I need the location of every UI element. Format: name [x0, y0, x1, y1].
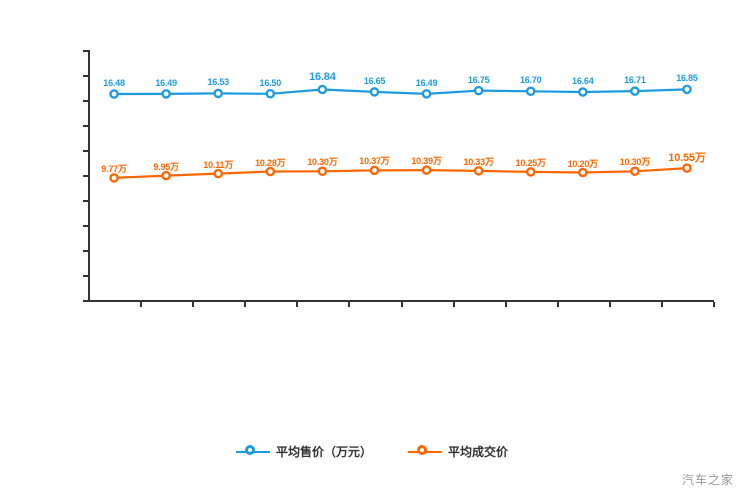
- data-point-label: 10.30万: [619, 157, 651, 168]
- data-point-marker[interactable]: [317, 166, 328, 177]
- data-point-marker[interactable]: [473, 166, 484, 176]
- data-point-label: 10.11万: [203, 159, 234, 170]
- data-point-marker[interactable]: [161, 170, 171, 181]
- data-point-label: 16.49: [155, 77, 177, 88]
- data-point-marker[interactable]: [213, 88, 224, 99]
- data-point-marker[interactable]: [265, 88, 276, 99]
- data-point-label: 16.75: [467, 74, 490, 85]
- x-axis-tick: [660, 302, 663, 307]
- data-point-marker[interactable]: [265, 166, 276, 177]
- x-axis-tick: [556, 302, 559, 307]
- data-point-marker[interactable]: [161, 89, 171, 99]
- x-axis-tick: [296, 302, 299, 307]
- data-point-marker[interactable]: [317, 84, 328, 95]
- data-point-label: 10.39万: [411, 156, 442, 167]
- data-point-marker[interactable]: [421, 89, 432, 99]
- series-line-orange: [112, 167, 689, 179]
- x-axis-tick: [504, 302, 507, 307]
- y-axis-tick: [83, 250, 88, 252]
- y-axis-tick: [83, 50, 88, 52]
- data-point-marker[interactable]: [525, 167, 536, 177]
- y-axis-tick: [83, 225, 88, 227]
- data-point-label: 16.70: [519, 75, 542, 86]
- legend-label-average-price: 平均售价（万元）: [275, 445, 372, 459]
- y-axis-tick: [83, 100, 88, 102]
- x-axis-tick: [713, 302, 715, 307]
- legend-label-average-deal-price: 平均成交价: [448, 445, 509, 459]
- legend-item-average-price[interactable]: 平均售价（万元）: [235, 443, 372, 460]
- circle-marker-icon: [235, 444, 270, 460]
- y-axis-tick: [83, 75, 88, 77]
- data-point-label: 16.48: [103, 78, 125, 88]
- data-point-marker[interactable]: [109, 173, 119, 183]
- data-point-label: 16.65: [363, 75, 386, 86]
- data-point-label: 10.33万: [463, 156, 494, 167]
- data-point-label: 10.25万: [515, 157, 547, 168]
- series-line-blue: [112, 88, 689, 96]
- data-point-label: 9.77万: [101, 163, 127, 174]
- data-point-label: 16.50: [259, 77, 282, 88]
- data-point-label: 16.71: [624, 75, 646, 86]
- y-axis-tick: [83, 275, 88, 277]
- x-axis-tick: [348, 302, 351, 307]
- data-point-marker[interactable]: [577, 167, 588, 178]
- data-point-marker[interactable]: [369, 165, 380, 176]
- series-markers-blue: [109, 84, 692, 99]
- watermark: 汽车之家: [681, 473, 734, 487]
- data-point-label: 10.55万: [668, 152, 706, 165]
- data-point-marker[interactable]: [421, 165, 432, 175]
- data-point-label: 16.84: [309, 70, 336, 83]
- data-point-label: 10.20万: [567, 158, 599, 169]
- x-axis-tick: [244, 302, 247, 307]
- data-point-marker[interactable]: [630, 166, 640, 177]
- legend-item-average-deal-price[interactable]: 平均成交价: [408, 443, 508, 460]
- data-point-marker[interactable]: [682, 163, 692, 173]
- data-point-label: 10.28万: [255, 157, 286, 168]
- x-axis-tick: [140, 302, 143, 307]
- y-axis-tick: [83, 300, 88, 302]
- data-point-marker[interactable]: [213, 168, 224, 179]
- y-axis-tick: [83, 175, 88, 177]
- data-point-label: 16.85: [676, 73, 698, 84]
- data-point-marker[interactable]: [525, 86, 536, 97]
- x-axis-tick: [400, 302, 403, 307]
- data-point-label: 16.49: [415, 77, 438, 88]
- data-point-marker[interactable]: [630, 86, 640, 96]
- data-point-label: 16.64: [572, 76, 594, 86]
- data-point-marker[interactable]: [369, 87, 380, 97]
- x-axis: [88, 300, 714, 302]
- x-axis-tick: [608, 302, 611, 307]
- data-point-marker[interactable]: [109, 89, 119, 99]
- data-point-marker[interactable]: [473, 85, 484, 96]
- y-axis: [88, 50, 90, 301]
- data-point-label: 10.30万: [307, 157, 338, 168]
- data-point-label: 9.95万: [153, 161, 179, 172]
- y-axis-tick: [83, 200, 88, 202]
- circle-marker-icon: [408, 444, 442, 460]
- x-axis-tick: [452, 302, 455, 307]
- y-axis-tick: [83, 125, 88, 127]
- series-markers-orange: [109, 163, 692, 183]
- data-point-marker[interactable]: [577, 87, 588, 97]
- data-point-marker[interactable]: [682, 84, 692, 95]
- data-point-label: 16.53: [207, 77, 229, 88]
- y-axis-tick: [83, 150, 88, 152]
- x-axis-tick: [192, 302, 195, 307]
- chart-legend: 平均售价（万元） 平均成交价: [0, 443, 744, 460]
- data-point-label: 10.37万: [359, 156, 390, 167]
